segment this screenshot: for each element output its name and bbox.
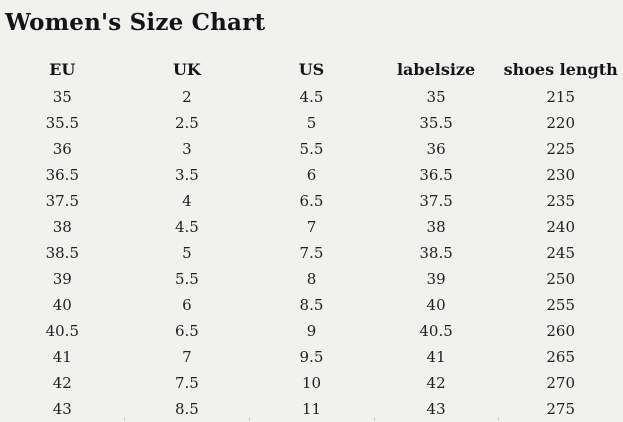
table-cell: 6 [182, 296, 192, 314]
table-row: 35.5 2.5 5 35.5 220 [0, 110, 623, 136]
table-cell: 6 [306, 166, 317, 184]
table-cell: 37.5 [45, 192, 79, 210]
table-body: 35 2 4.5 35 215 35.5 2.5 5 35.5 220 36 3… [0, 84, 623, 422]
table-cell: 11 [301, 400, 322, 418]
table-row: 36 3 5.5 36 225 [0, 136, 623, 162]
table-cell: 265 [546, 348, 575, 366]
table-cell: 3 [182, 140, 192, 158]
table-cell: 35.5 [45, 114, 79, 132]
table-cell: 255 [546, 296, 575, 314]
table-cell: 7 [306, 218, 317, 236]
table-cell: 39 [52, 270, 72, 288]
table-cell: 8.5 [299, 296, 324, 314]
table-row: 37.5 4 6.5 37.5 235 [0, 188, 623, 214]
table-cell: 260 [546, 322, 575, 340]
table-cell: 37.5 [419, 192, 453, 210]
column-header-us: US [298, 59, 325, 79]
table-cell: 5 [306, 114, 317, 132]
table-row: 41 7 9.5 41 265 [0, 344, 623, 370]
table-cell: 9 [306, 322, 317, 340]
table-cell: 8 [306, 270, 317, 288]
table-row: 36.5 3.5 6 36.5 230 [0, 162, 623, 188]
table-cell: 36 [426, 140, 446, 158]
header-row: EU UK US labelsize shoes length [0, 54, 623, 84]
table-cell: 6.5 [299, 192, 324, 210]
table-row: 39 5.5 8 39 250 [0, 266, 623, 292]
table-cell: 240 [546, 218, 575, 236]
table-cell: 275 [546, 400, 575, 418]
table-cell: 2 [182, 88, 192, 106]
table-cell: 225 [546, 140, 575, 158]
table-cell: 40.5 [45, 322, 79, 340]
table-cell: 42 [52, 374, 72, 392]
table-cell: 42 [426, 374, 446, 392]
table-cell: 7 [182, 348, 192, 366]
table-row: 38.5 5 7.5 38.5 245 [0, 240, 623, 266]
size-chart-table: EU UK US labelsize shoes length 35 2 4.5… [0, 54, 623, 422]
table-header: EU UK US labelsize shoes length [0, 54, 623, 84]
table-cell: 6.5 [174, 322, 199, 340]
table-row: 40 6 8.5 40 255 [0, 292, 623, 318]
table-cell: 9.5 [299, 348, 324, 366]
table-cell: 40.5 [419, 322, 453, 340]
table-cell: 38 [426, 218, 446, 236]
table-cell: 245 [546, 244, 575, 262]
table-cell: 38.5 [419, 244, 453, 262]
table-cell: 250 [546, 270, 575, 288]
table-row: 35 2 4.5 35 215 [0, 84, 623, 110]
table-cell: 5 [182, 244, 192, 262]
table-cell: 3.5 [174, 166, 199, 184]
table-cell: 5.5 [174, 270, 199, 288]
table-cell: 38 [52, 218, 72, 236]
table-cell: 215 [546, 88, 575, 106]
table-cell: 36 [52, 140, 72, 158]
table-cell: 235 [546, 192, 575, 210]
table-cell: 7.5 [299, 244, 324, 262]
table-cell: 41 [52, 348, 72, 366]
column-header-eu: EU [49, 59, 76, 79]
page-title: Women's Size Chart [5, 9, 266, 36]
table-cell: 5.5 [299, 140, 324, 158]
table-cell: 36.5 [45, 166, 79, 184]
table-cell: 220 [546, 114, 575, 132]
table-cell: 2.5 [174, 114, 199, 132]
table-cell: 39 [426, 270, 446, 288]
table-row: 43 8.5 11 43 275 [0, 396, 623, 422]
table-cell: 38.5 [45, 244, 79, 262]
table-row: 38 4.5 7 38 240 [0, 214, 623, 240]
table-cell: 4.5 [174, 218, 199, 236]
column-header-labelsize: labelsize [396, 59, 476, 79]
table-cell: 41 [426, 348, 446, 366]
table-cell: 36.5 [419, 166, 453, 184]
table-row: 42 7.5 10 42 270 [0, 370, 623, 396]
table-cell: 35.5 [419, 114, 453, 132]
table-cell: 35 [426, 88, 446, 106]
column-header-shoes-length: shoes length [503, 59, 618, 79]
table-cell: 43 [426, 400, 446, 418]
table-cell: 8.5 [174, 400, 199, 418]
table-cell: 43 [52, 400, 72, 418]
table-cell: 4 [182, 192, 192, 210]
table-cell: 270 [546, 374, 575, 392]
table-cell: 40 [426, 296, 446, 314]
table-cell: 35 [52, 88, 72, 106]
table-cell: 7.5 [174, 374, 199, 392]
table-cell: 230 [546, 166, 575, 184]
table-row: 40.5 6.5 9 40.5 260 [0, 318, 623, 344]
column-header-uk: UK [172, 59, 201, 79]
table-cell: 40 [52, 296, 72, 314]
table-cell: 4.5 [299, 88, 324, 106]
table-cell: 10 [301, 374, 322, 392]
